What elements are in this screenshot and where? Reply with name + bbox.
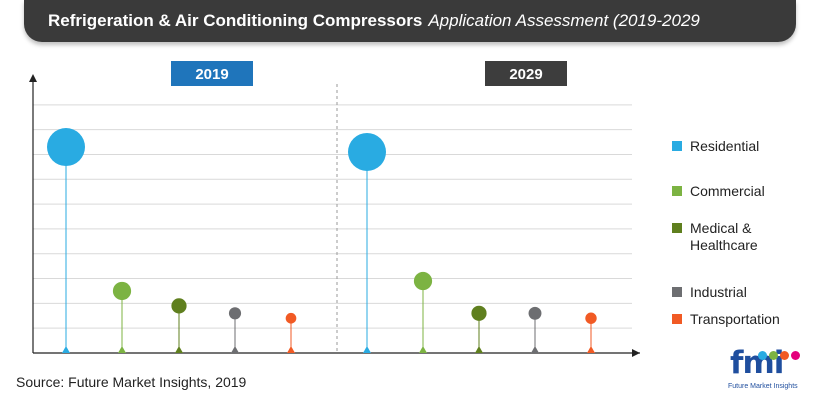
data-bubble: [471, 305, 487, 321]
legend: Residential Commercial Medical & Healthcar…: [672, 138, 790, 328]
year-label: 2019: [195, 66, 228, 83]
legend-swatch: [672, 223, 682, 233]
data-bubble: [585, 312, 597, 324]
stem-base-marker: [363, 346, 371, 353]
data-bubble: [171, 298, 187, 314]
lollipop-chart: 2019 2029: [29, 61, 640, 357]
legend-swatch: [672, 141, 682, 151]
legend-item: Industrial: [672, 284, 790, 301]
data-bubble: [228, 307, 242, 320]
data-bubble: [112, 281, 132, 301]
legend-item: Residential: [672, 138, 790, 155]
legend-label: Commercial: [690, 183, 765, 199]
logo-tagline: Future Market Insights: [728, 383, 798, 390]
legend-swatch: [672, 314, 682, 324]
legend-item: Commercial: [672, 183, 790, 200]
data-bubble: [413, 271, 433, 291]
fmi-logo: fmi Future Market Insights: [728, 346, 812, 398]
stem-base-marker: [231, 346, 239, 353]
chart-subtitle: Application Assessment (2019-2029: [428, 11, 700, 30]
legend-swatch: [672, 287, 682, 297]
legend-label: Residential: [690, 138, 760, 154]
year-label-box: [485, 61, 567, 86]
chart-title: Refrigeration & Air Conditioning Compres…: [48, 11, 423, 30]
stem-base-marker: [587, 346, 595, 353]
legend-label: Industrial: [690, 284, 747, 300]
legend-item: Transportation: [672, 311, 790, 328]
x-axis-arrow: [632, 349, 640, 357]
logo-dots: [758, 347, 802, 365]
data-bubble: [528, 306, 542, 320]
data-bubble: [47, 128, 85, 167]
legend-item: Medical & Healthcare: [672, 220, 790, 254]
stem-base-marker: [287, 346, 295, 353]
data-bubble: [348, 132, 386, 171]
source-note: Source: Future Market Insights, 2019: [16, 374, 247, 390]
legend-swatch: [672, 186, 682, 196]
stem-base-marker: [419, 346, 427, 353]
stem-base-marker: [118, 346, 126, 353]
stem-base-marker: [475, 346, 483, 353]
stem-base-marker: [531, 346, 539, 353]
data-bubble: [285, 312, 297, 324]
year-label: 2029: [509, 66, 542, 83]
stem-base-marker: [62, 346, 70, 353]
stem-base-marker: [175, 346, 183, 353]
y-axis-arrow: [29, 74, 37, 82]
year-label-box: [171, 61, 253, 86]
legend-label: Medical & Healthcare: [690, 220, 758, 253]
legend-label: Transportation: [690, 311, 780, 327]
title-banner: Refrigeration & Air Conditioning Compres…: [24, 0, 796, 42]
